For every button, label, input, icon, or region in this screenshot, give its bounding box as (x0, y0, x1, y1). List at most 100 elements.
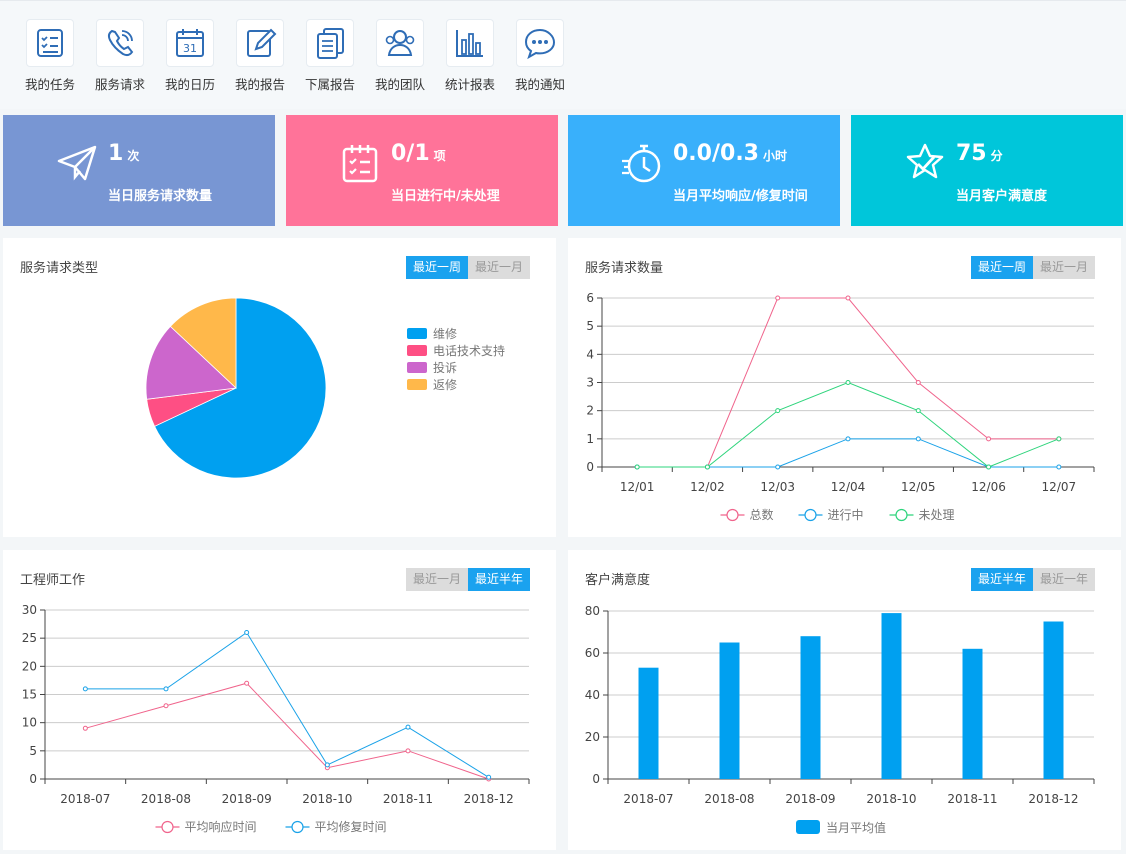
toolbar-my-tasks[interactable]: 我的任务 (15, 19, 85, 93)
x-tick-label: 2018-07 (623, 792, 673, 806)
toolbar-label: 我的报告 (234, 77, 285, 92)
chat-icon (524, 28, 556, 60)
legend-label: 返修 (433, 377, 457, 392)
panel-customer-satisfaction: 客户满意度 最近半年 最近一年 0 20 40 60 80 2018-07 2018-08 2… (568, 550, 1121, 850)
tab-last-half-year[interactable]: 最近半年 (971, 568, 1034, 591)
tab-last-month[interactable]: 最近一月 (468, 256, 531, 279)
tab-last-week[interactable]: 最近一周 (971, 256, 1034, 279)
toolbar-label: 下属报告 (304, 77, 355, 92)
bar (800, 636, 821, 779)
x-tick-label: 2018-09 (222, 792, 272, 806)
data-point (915, 380, 921, 385)
series-line (85, 631, 489, 778)
y-tick-label: 6 (586, 291, 594, 305)
calendar-icon: 31 (176, 29, 204, 57)
y-tick-label: 60 (585, 646, 600, 660)
bar (1043, 621, 1064, 779)
pie-slice (169, 297, 237, 389)
data-point (82, 686, 88, 692)
data-point (845, 380, 851, 385)
data-point (986, 436, 992, 442)
y-tick-label: 10 (22, 716, 37, 730)
y-tick-label: 0 (592, 772, 600, 786)
x-tick-label: 2018-12 (1028, 792, 1078, 806)
stopwatch-icon (622, 144, 661, 183)
x-tick-label: 2018-08 (141, 792, 191, 806)
data-point (486, 774, 492, 780)
data-point (405, 748, 411, 754)
pie-slice (154, 297, 327, 479)
data-point (915, 408, 921, 414)
data-point (915, 436, 921, 442)
y-tick-label: 3 (586, 376, 594, 390)
toolbar-statistics[interactable]: 统计报表 (435, 19, 505, 93)
toolbar-label: 我的任务 (24, 77, 75, 92)
toolbar-my-calendar[interactable]: 31 我的日历 (155, 19, 225, 93)
bar-chart-icon (456, 30, 483, 57)
calendar-day: 31 (183, 42, 197, 55)
legend-swatch (796, 820, 820, 834)
checklist-icon (342, 145, 378, 183)
x-tick-label: 2018-11 (383, 792, 433, 806)
quick-toolbar: 我的任务 服务请求 31 我的日历 我的报告 下属报告 我的团队 统计报表 我的… (0, 0, 1126, 109)
y-tick-label: 0 (586, 460, 594, 474)
toolbar-my-report[interactable]: 我的报告 (225, 19, 295, 93)
period-tabs: 最近一周 最近一月 (971, 256, 1096, 279)
data-point (775, 408, 781, 414)
series-line (85, 682, 489, 780)
data-point (324, 762, 330, 768)
period-tabs: 最近半年 最近一年 (971, 568, 1096, 591)
period-tabs: 最近一月 最近半年 (406, 568, 531, 591)
data-point (405, 724, 411, 730)
kpi-value: 75 分 (956, 141, 1003, 166)
toolbar-label: 我的日历 (164, 77, 215, 92)
kpi-unit: 项 (433, 149, 446, 163)
pie-slice (145, 325, 237, 400)
toolbar-subordinate-report[interactable]: 下属报告 (295, 19, 365, 93)
bar-chart: 0 20 40 60 80 2018-07 2018-08 2018-09 2018-10 201… (585, 604, 1095, 835)
documents-icon (317, 28, 344, 59)
toolbar-my-team[interactable]: 我的团队 (365, 19, 435, 93)
x-tick-label: 12/07 (1042, 480, 1077, 494)
panel-title: 服务请求类型 (20, 261, 99, 276)
x-tick-label: 12/03 (760, 480, 795, 494)
tab-last-week[interactable]: 最近一周 (406, 256, 469, 279)
paper-plane-icon (57, 145, 97, 181)
legend-label: 平均响应时间 (185, 819, 257, 834)
tab-last-month[interactable]: 最近一月 (1033, 256, 1096, 279)
bar (962, 648, 983, 779)
data-point (634, 464, 640, 470)
bar (638, 667, 659, 779)
toolbar-label: 统计报表 (444, 77, 495, 92)
kpi-caption: 当日进行中/未处理 (391, 189, 500, 204)
y-tick-label: 30 (22, 603, 37, 617)
data-point (1056, 464, 1062, 470)
kpi-unit: 次 (127, 149, 140, 163)
toolbar-my-notification[interactable]: 我的通知 (505, 19, 575, 93)
panel-title: 客户满意度 (585, 573, 651, 588)
data-point (775, 464, 781, 470)
data-point (986, 464, 992, 470)
x-tick-label: 2018-11 (947, 792, 997, 806)
series-line (637, 438, 1059, 468)
tab-last-year[interactable]: 最近一年 (1033, 568, 1096, 591)
star-check-icon (906, 143, 944, 179)
toolbar-service-request[interactable]: 服务请求 (85, 19, 155, 93)
panel-service-type: 服务请求类型 最近一周 最近一月 维修 电话技术支持 投诉 返修 (3, 238, 556, 537)
legend-label: 未处理 (919, 508, 955, 522)
bar (881, 613, 902, 779)
legend-swatch (407, 345, 427, 356)
tab-last-month[interactable]: 最近一月 (406, 568, 469, 591)
tab-last-half-year[interactable]: 最近半年 (468, 568, 531, 591)
y-tick-label: 5 (586, 319, 594, 333)
y-tick-label: 80 (585, 604, 600, 618)
legend-label: 当月平均值 (826, 820, 886, 835)
panel-engineer-work: 工程师工作 最近一月 最近半年 0 5 10 15 20 25 30 2018-07 2018-… (3, 550, 556, 850)
x-tick-label: 12/05 (901, 480, 936, 494)
x-tick-label: 2018-07 (60, 792, 110, 806)
line-chart: 0 1 2 3 4 5 6 12/01 12/02 12/03 12/04 12/05 12/06 12/… (586, 291, 1095, 522)
legend-label: 平均修复时间 (315, 819, 387, 834)
y-tick-label: 15 (22, 688, 37, 702)
